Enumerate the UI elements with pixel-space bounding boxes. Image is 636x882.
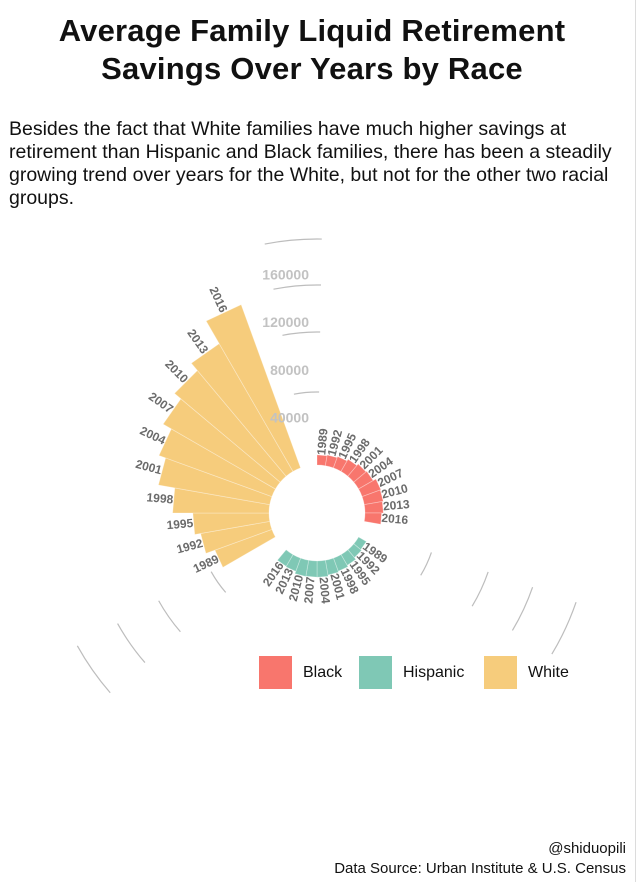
grid-arcs (76, 238, 577, 694)
radial-tick-120000: 120000 (262, 314, 309, 330)
grid-arc (293, 391, 320, 395)
bar-hispanic-1989 (353, 536, 367, 551)
grid-arc (273, 284, 321, 290)
year-label-black-1989: 1989 (314, 428, 330, 456)
bar-black-2004 (353, 470, 374, 490)
bar-black-2010 (361, 489, 384, 506)
bar-white-2001 (157, 457, 273, 506)
series-hispanic (276, 536, 367, 578)
bar-white-2013 (190, 343, 294, 477)
year-label-white-1992: 1992 (175, 536, 205, 557)
grid-arc (264, 238, 322, 245)
year-label-hispanic-2004: 2004 (316, 576, 332, 604)
legend-swatch-hispanic (359, 656, 392, 689)
series-black (316, 454, 384, 525)
radial-tick-80000: 80000 (270, 362, 309, 378)
year-label-hispanic-2010: 2010 (286, 573, 307, 603)
year-label-black-2013: 2013 (382, 497, 410, 513)
year-label-white-2001: 2001 (134, 457, 164, 478)
bar-black-1995 (332, 455, 348, 472)
year-label-white-2004: 2004 (138, 424, 168, 448)
chart-caption: @shiduopili Data Source: Urban Institute… (334, 839, 626, 879)
legend-swatch-black (259, 656, 292, 689)
year-label-black-2010: 2010 (380, 481, 410, 502)
grid-arc (158, 600, 181, 633)
grid-arc (210, 571, 227, 593)
series-white (157, 304, 302, 568)
bar-hispanic-2013 (285, 554, 302, 572)
year-label-hispanic-2007: 2007 (301, 576, 317, 604)
chart-title: Average Family Liquid Retirement Savings… (0, 12, 624, 88)
grid-arc (282, 331, 321, 336)
bar-white-1998 (172, 487, 271, 514)
bar-white-2016 (205, 304, 302, 472)
bar-black-1992 (324, 454, 338, 469)
bar-black-2013 (363, 501, 384, 514)
caption-source: Data Source: Urban Institute & U.S. Cens… (334, 860, 626, 877)
bar-white-1992 (200, 520, 273, 554)
radial-tick-40000: 40000 (270, 409, 309, 425)
bar-black-2001 (347, 463, 367, 483)
bar-hispanic-2004 (316, 559, 329, 578)
bar-hispanic-2016 (276, 549, 294, 567)
year-label-white-1995: 1995 (166, 516, 194, 532)
grid-arc (420, 552, 432, 576)
bar-hispanic-2001 (324, 557, 340, 576)
legend-label-white: White (528, 664, 569, 681)
chart-title-line-2: Savings Over Years by Race (101, 51, 523, 86)
bar-black-1998 (340, 458, 358, 477)
grid-arc (471, 571, 489, 607)
year-label-hispanic-2001: 2001 (327, 572, 348, 602)
chart-title-line-1: Average Family Liquid Retirement (58, 13, 566, 48)
bar-black-2016 (363, 512, 383, 525)
legend-label-hispanic: Hispanic (403, 664, 465, 681)
year-label-black-1992: 1992 (325, 428, 346, 458)
bar-hispanic-1992 (347, 543, 363, 559)
grid-arc (76, 645, 111, 694)
bar-white-1989 (214, 528, 276, 568)
grid-arc (117, 623, 146, 663)
caption-author: @shiduopili (548, 840, 626, 857)
bar-white-1995 (192, 512, 271, 536)
bar-white-2010 (173, 369, 287, 483)
legend-label-black: Black (303, 664, 343, 681)
bar-hispanic-1995 (340, 549, 357, 566)
bar-hispanic-1998 (332, 554, 349, 572)
year-label-white-1998: 1998 (146, 490, 174, 506)
year-label-white-2016: 2016 (206, 285, 230, 315)
bar-hispanic-2007 (305, 559, 318, 578)
grid-arc (511, 587, 534, 631)
grid-arc (551, 602, 577, 655)
chart-subtitle: Besides the fact that White families hav… (9, 118, 612, 209)
bar-white-2004 (158, 428, 276, 498)
radial-axis-labels: 40000 80000 120000 160000 (262, 267, 309, 426)
bar-black-1989 (316, 454, 328, 467)
bar-white-2007 (162, 398, 281, 490)
year-label-black-2016: 2016 (381, 511, 409, 527)
bar-hispanic-2010 (294, 557, 310, 578)
bar-black-2007 (358, 478, 382, 498)
radial-tick-160000: 160000 (262, 267, 309, 283)
legend-swatch-white (484, 656, 517, 689)
